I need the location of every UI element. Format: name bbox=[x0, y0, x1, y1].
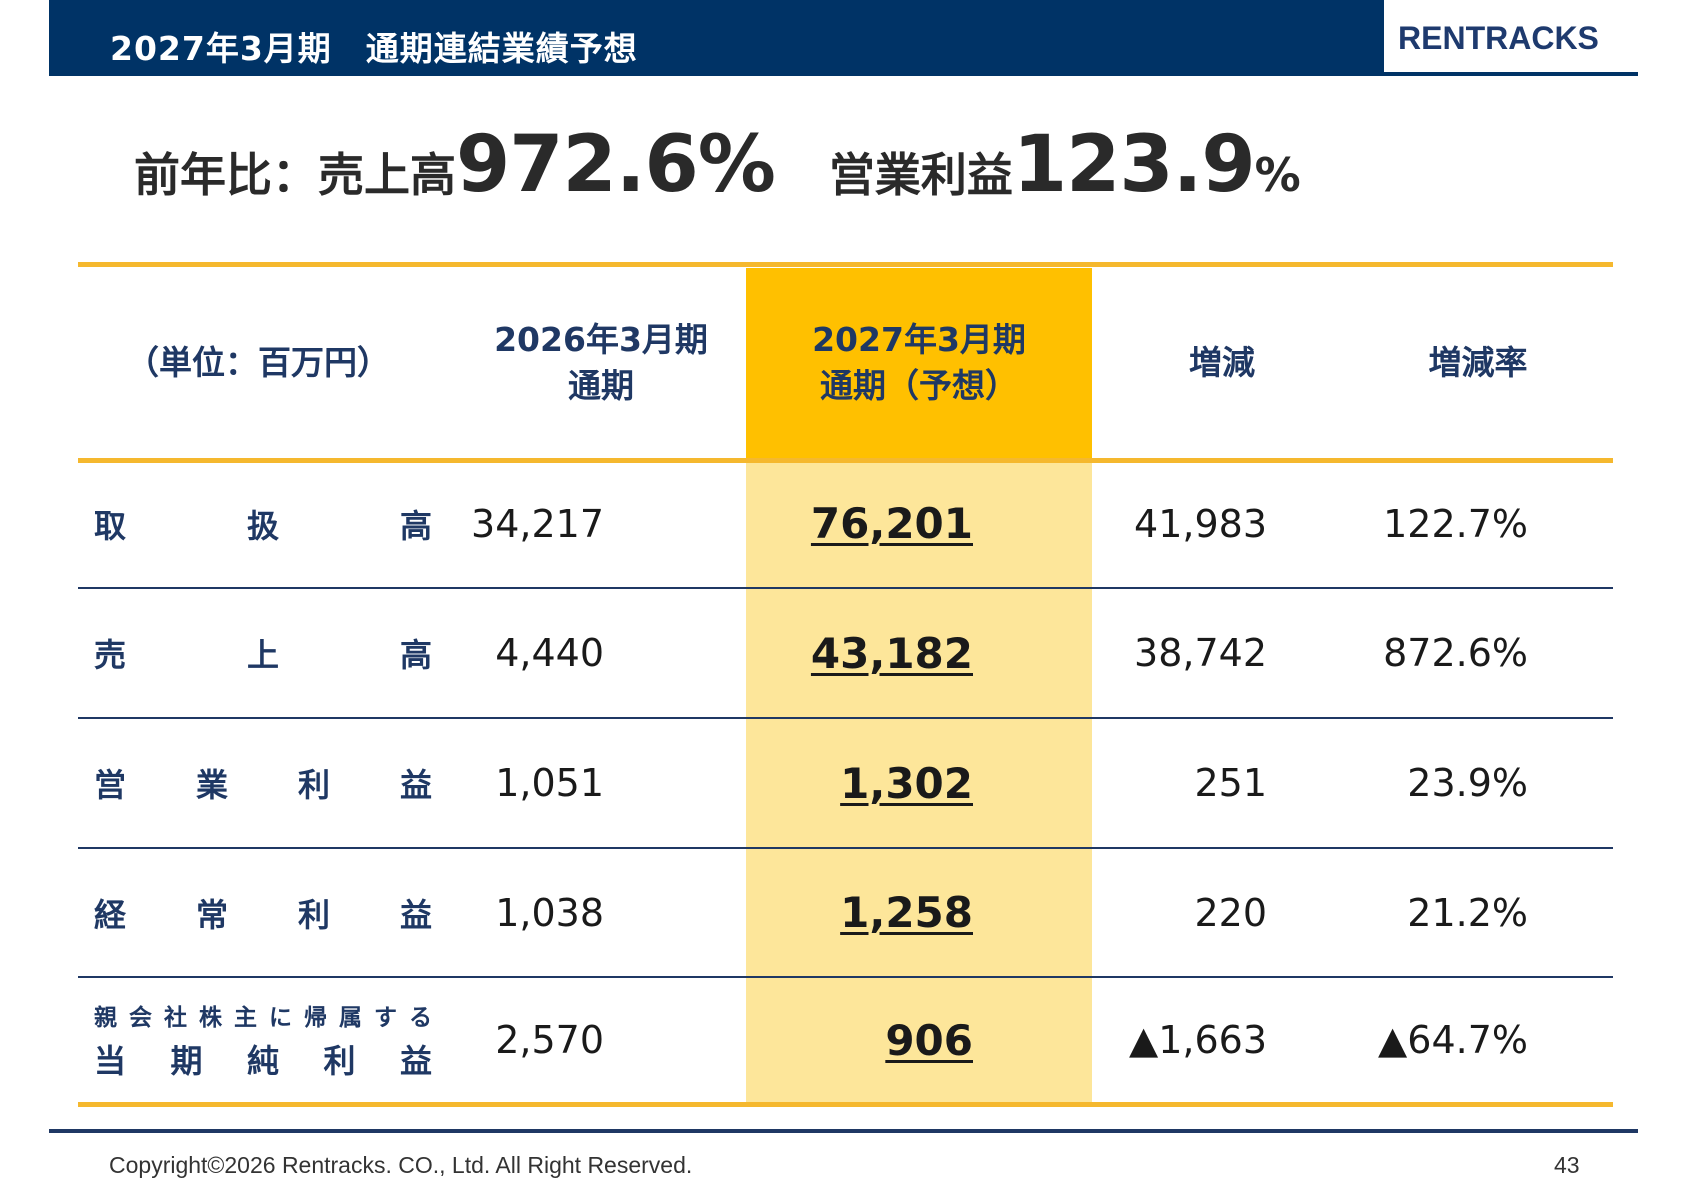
row-divider bbox=[78, 976, 1613, 978]
page-number: 43 bbox=[1554, 1152, 1580, 1178]
copyright-notice: Copyright©2026 Rentracks. CO., Ltd. All … bbox=[109, 1152, 693, 1178]
header-bar bbox=[49, 0, 1384, 76]
column-header-change: 増減 bbox=[1189, 343, 1255, 382]
row-divider bbox=[78, 847, 1613, 849]
row-divider bbox=[78, 717, 1613, 719]
prev-value: 1,051 bbox=[495, 761, 604, 805]
forecast-column-header-highlight bbox=[746, 268, 1092, 458]
company-logo: RENTRACKS bbox=[1398, 20, 1599, 56]
change-value: 41,983 bbox=[1134, 501, 1267, 546]
change-value: ▲1,663 bbox=[1128, 1018, 1267, 1062]
forecast-value: 43,182 bbox=[810, 628, 973, 678]
rate-value: ▲64.7% bbox=[1378, 1018, 1528, 1062]
table-header-rule bbox=[78, 458, 1613, 463]
forecast-value: 1,258 bbox=[840, 888, 973, 937]
forecast-value: 906 bbox=[885, 1015, 973, 1065]
column-header-prev: 2026年3月期 通期 bbox=[494, 320, 708, 405]
row-label: 親 会 社 株 主 に 帰 属 す る 当 期 純 利 益 bbox=[94, 978, 432, 1102]
prev-value: 34,217 bbox=[471, 501, 604, 546]
row-label: 経 常 利 益 bbox=[94, 895, 432, 934]
table-row: 営 業 利 益 1,051 1,302 251 23.9% bbox=[78, 719, 1613, 847]
row-label-qualifier: 親 会 社 株 主 に 帰 属 す る bbox=[94, 1005, 432, 1031]
prev-value: 2,570 bbox=[495, 1018, 604, 1062]
rate-value: 872.6% bbox=[1383, 631, 1528, 675]
row-label: 取 扱 高 bbox=[94, 506, 432, 545]
table-row: 経 常 利 益 1,038 1,258 220 21.2% bbox=[78, 849, 1613, 976]
table-row: 親 会 社 株 主 に 帰 属 す る 当 期 純 利 益 2,570 906 … bbox=[78, 978, 1613, 1102]
unit-label: （単位：百万円） bbox=[126, 343, 390, 382]
headline-op-growth: 123.9 bbox=[1012, 120, 1256, 210]
rate-value: 122.7% bbox=[1383, 501, 1528, 546]
change-value: 38,742 bbox=[1134, 631, 1267, 675]
forecast-column-body-highlight bbox=[746, 458, 1092, 1102]
prev-value: 1,038 bbox=[495, 890, 604, 935]
row-label: 売 上 高 bbox=[94, 636, 432, 674]
footer-rule bbox=[49, 1129, 1638, 1133]
table-row: 売 上 高 4,440 43,182 38,742 872.6% bbox=[78, 589, 1613, 717]
table-row: 取 扱 高 34,217 76,201 41,983 122.7% bbox=[78, 460, 1613, 587]
headline-sales-label: 前年比：売上高 bbox=[134, 148, 456, 202]
forecast-table: （単位：百万円） 2026年3月期 通期 2027年3月期 通期（予想） 増減 … bbox=[78, 262, 1613, 1107]
forecast-value: 76,201 bbox=[810, 499, 973, 548]
headline-op-growth-unit: % bbox=[1254, 148, 1301, 202]
headline-summary: 前年比：売上高 972.6% 営業利益 123.9 % bbox=[134, 120, 1301, 210]
row-label-main: 当 期 純 利 益 bbox=[94, 1042, 432, 1080]
change-value: 220 bbox=[1194, 890, 1267, 935]
column-header-rate: 増減率 bbox=[1428, 343, 1528, 382]
header-underline bbox=[1374, 72, 1638, 76]
rate-value: 23.9% bbox=[1407, 761, 1528, 805]
rate-value: 21.2% bbox=[1407, 890, 1528, 935]
column-header-forecast: 2027年3月期 通期（予想） bbox=[812, 320, 1026, 405]
table-top-rule bbox=[78, 262, 1613, 267]
headline-sales-growth: 972.6% bbox=[456, 120, 776, 210]
table-bottom-rule bbox=[78, 1102, 1613, 1107]
change-value: 251 bbox=[1194, 761, 1267, 805]
page-title: 2027年3月期 通期連結業績予想 bbox=[110, 29, 638, 68]
forecast-value: 1,302 bbox=[840, 758, 973, 808]
prev-value: 4,440 bbox=[495, 631, 604, 675]
row-divider bbox=[78, 587, 1613, 589]
row-label: 営 業 利 益 bbox=[94, 766, 432, 804]
header-slant-decoration bbox=[1312, 0, 1376, 76]
headline-op-label: 営業利益 bbox=[828, 148, 1013, 202]
